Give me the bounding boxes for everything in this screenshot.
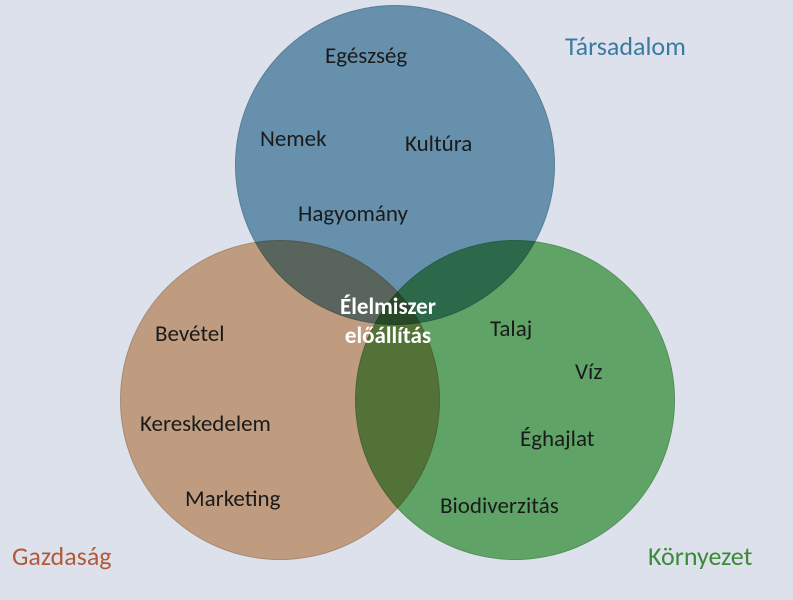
item-nemek: Nemek: [260, 125, 327, 153]
center-line2: előállítás: [345, 322, 431, 350]
category-label-gazdasag: Gazdaság: [12, 540, 112, 572]
item-bevetel: Bevétel: [155, 320, 225, 348]
center-line1: Élelmiszer: [340, 293, 436, 321]
item-biodiverzitas: Biodiverzitás: [440, 492, 559, 520]
center-label: Élelmiszer előállítás: [340, 293, 436, 351]
item-viz: Víz: [575, 358, 602, 386]
item-egeszseg: Egészség: [325, 42, 407, 70]
item-kereskedelem: Kereskedelem: [140, 410, 271, 438]
item-marketing: Marketing: [185, 485, 280, 513]
item-kultura: Kultúra: [405, 130, 472, 158]
item-hagyomany: Hagyomány: [298, 200, 408, 228]
category-label-tarsadalom: Társadalom: [565, 30, 686, 62]
category-label-kornyezet: Környezet: [648, 540, 752, 572]
item-eghajlat: Éghajlat: [520, 425, 594, 453]
item-talaj: Talaj: [490, 315, 532, 343]
